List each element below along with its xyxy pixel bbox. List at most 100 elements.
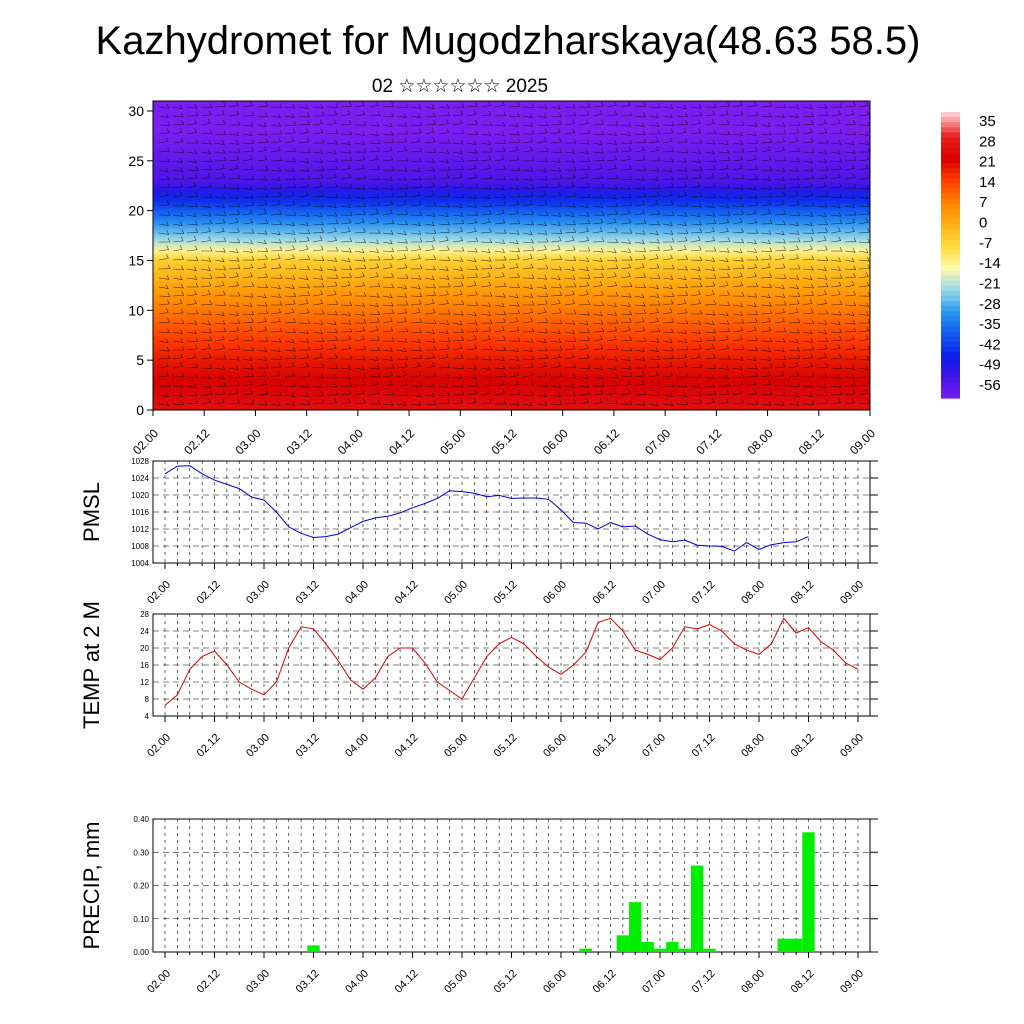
wind-barbs <box>158 101 871 407</box>
colorbar-segment <box>941 142 960 149</box>
x-tick-label: 05.00 <box>437 426 468 457</box>
colorbar-segment <box>941 173 960 179</box>
colorbar-segment <box>941 260 960 266</box>
x-tick-label: 03.12 <box>294 579 322 607</box>
colorbar-segment <box>941 198 960 205</box>
precip-bar <box>666 942 679 952</box>
colorbar-segment <box>941 157 960 164</box>
x-tick-label: 08.00 <box>739 579 767 607</box>
x-tick-label: 02.00 <box>130 426 161 457</box>
colorbar-segment <box>941 234 960 241</box>
y-tick-label: 1020 <box>131 491 149 500</box>
colorbar-segment <box>941 209 960 215</box>
colorbar-segment <box>941 300 960 307</box>
y-tick-label: 0 <box>136 402 144 418</box>
y-tick-label: 25 <box>128 153 144 169</box>
precip-bar <box>703 948 716 952</box>
pmsl-line <box>164 465 809 552</box>
colorbar-segment <box>941 117 960 123</box>
colorbar-segment <box>941 249 960 256</box>
y-tick-label: 4 <box>145 712 150 721</box>
y-tick-label: 10 <box>128 302 144 318</box>
colorbar-segment <box>941 188 960 195</box>
x-tick-label: 07.12 <box>693 426 724 457</box>
colorbar-segment <box>941 311 960 317</box>
colorbar-label: -21 <box>979 275 1001 292</box>
colorbar-segment <box>941 255 960 261</box>
y-tick-label: 28 <box>140 610 149 619</box>
precip-bar <box>629 902 642 952</box>
colorbar-segment <box>941 168 960 174</box>
x-tick-label: 08.00 <box>745 426 776 457</box>
x-tick-label: 02.12 <box>195 968 223 996</box>
x-tick-label: 06.12 <box>591 579 619 607</box>
colorbar-label: 28 <box>979 133 996 150</box>
colorbar-segment <box>941 122 960 128</box>
precip-bar <box>307 945 320 952</box>
colorbar-segment <box>941 372 960 379</box>
x-tick-label: 03.00 <box>244 732 272 760</box>
colorbar-segment <box>941 346 960 353</box>
precip-bar <box>777 938 790 952</box>
x-tick-label: 03.00 <box>232 426 263 457</box>
y-tick-label: 1024 <box>131 474 149 483</box>
y-tick-label: 30 <box>128 103 144 119</box>
colorbar-segment <box>941 219 960 225</box>
x-tick-label: 06.00 <box>541 732 569 760</box>
colorbar-label: -7 <box>979 235 992 252</box>
x-tick-label: 04.12 <box>393 579 421 607</box>
y-tick-label: 8 <box>145 695 150 704</box>
date-subtitle: 02 ☆☆☆☆☆☆ 2025 <box>372 76 548 97</box>
colorbar-segment <box>941 357 960 363</box>
precip-bar <box>579 948 592 952</box>
colorbar-segment <box>941 341 960 348</box>
x-tick-label: 07.12 <box>690 579 718 607</box>
colorbar-segment <box>941 392 960 399</box>
precip-bar <box>789 938 803 952</box>
colorbar-segment <box>941 352 960 358</box>
precip-bar <box>802 832 815 952</box>
x-tick-label: 07.12 <box>690 968 718 996</box>
x-tick-label: 05.00 <box>442 968 470 996</box>
x-tick-label: 09.00 <box>838 968 866 996</box>
temperature-colorbar: 35 28 21 14 7 0 -7 -14 -21 -28 -35 -42 -49 -56 <box>941 112 1001 399</box>
x-tick-label: 04.12 <box>386 426 417 457</box>
x-tick-label: 06.12 <box>591 968 619 996</box>
x-tick-label: 04.00 <box>343 968 371 996</box>
x-tick-label: 08.12 <box>789 579 817 607</box>
x-tick-label: 03.00 <box>244 579 272 607</box>
y-tick-label: 0.30 <box>133 848 149 857</box>
colorbar-label: -42 <box>979 336 1001 353</box>
x-tick-label: 05.12 <box>492 579 520 607</box>
precip-bar <box>690 865 704 952</box>
x-tick-label: 09.00 <box>838 732 866 760</box>
colorbar-segment <box>941 183 960 190</box>
temperature-line <box>164 617 859 706</box>
colorbar-segment <box>941 163 960 169</box>
colorbar-segment <box>941 382 960 389</box>
y-tick-label: 1016 <box>131 508 149 517</box>
colorbar-segment <box>941 331 960 338</box>
x-tick-label: 03.12 <box>284 426 315 457</box>
colorbar-segment <box>941 112 960 118</box>
colorbar-segment <box>941 152 960 159</box>
colorbar-segment <box>941 336 960 343</box>
x-tick-label: 02.12 <box>181 426 212 457</box>
colorbar-segment <box>941 244 960 251</box>
x-tick-label: 06.00 <box>541 579 569 607</box>
y-tick-label: 1012 <box>131 525 149 534</box>
colorbar-label: -49 <box>979 357 1001 374</box>
x-tick-label: 08.12 <box>789 968 817 996</box>
y-axis-label: PMSL <box>79 482 104 542</box>
x-tick-label: 05.12 <box>492 968 520 996</box>
x-tick-label: 04.00 <box>335 426 366 457</box>
colorbar-label: -56 <box>979 377 1001 394</box>
y-tick-label: 1028 <box>131 457 149 466</box>
precip-bar <box>641 942 654 952</box>
x-tick-label: 09.00 <box>838 579 866 607</box>
colorbar-segment <box>941 147 960 154</box>
cross-section-field <box>153 101 870 410</box>
x-tick-label: 04.00 <box>343 732 371 760</box>
